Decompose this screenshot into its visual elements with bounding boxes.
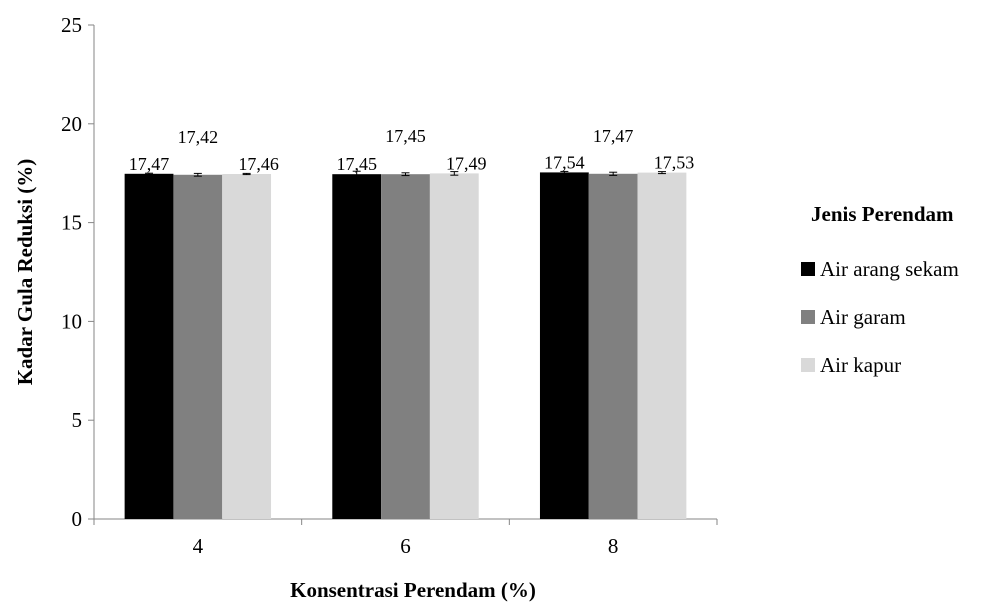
bar [381, 174, 430, 520]
legend-swatch [801, 358, 815, 372]
x-tick-label: 8 [608, 534, 619, 558]
y-tick-label: 5 [72, 408, 83, 432]
x-tick-label: 6 [400, 534, 411, 558]
data-label: 17,47 [593, 126, 634, 146]
y-tick-label: 15 [61, 211, 82, 235]
data-label: 17,47 [129, 154, 170, 174]
error-bar [450, 171, 459, 176]
legend-title: Jenis Perendam [811, 202, 954, 226]
error-bar [242, 172, 251, 176]
bar [429, 173, 479, 520]
error-bar [401, 172, 410, 177]
data-label: 17,42 [178, 127, 219, 147]
legend-item: Air arang sekam [801, 257, 959, 281]
legend-label: Air garam [820, 305, 906, 329]
x-axis-title: Konsentrasi Perendam (%) [290, 578, 536, 602]
data-label: 17,54 [544, 152, 585, 172]
y-tick-label: 10 [61, 309, 82, 333]
error-bar [609, 171, 618, 176]
legend-label: Air arang sekam [820, 257, 959, 281]
data-label: 17,49 [446, 153, 487, 173]
bar [222, 173, 272, 519]
bar [588, 173, 638, 520]
legend: Jenis Perendam Air arang sekam Air garam A… [801, 202, 959, 377]
legend-label: Air kapur [820, 353, 901, 377]
y-axis: 0 5 10 15 20 25 [61, 13, 95, 531]
bar [173, 174, 223, 519]
legend-swatch [801, 310, 815, 324]
y-axis-title: Kadar Gula Reduksi (%) [13, 159, 37, 386]
legend-swatch [801, 262, 815, 276]
error-bar [657, 171, 666, 175]
error-bar [560, 170, 569, 174]
legend-item: Air garam [801, 305, 906, 329]
y-tick-label: 25 [61, 13, 82, 37]
bar [332, 174, 382, 520]
data-label: 17,45 [336, 154, 377, 174]
x-tick-label: 4 [193, 534, 204, 558]
bars [124, 170, 687, 520]
y-tick-label: 0 [72, 507, 83, 531]
data-label: 17,45 [385, 126, 426, 146]
error-bar [352, 170, 361, 178]
x-axis: 4 6 8 [93, 518, 718, 558]
legend-item: Air kapur [801, 353, 901, 377]
error-bar [145, 172, 154, 175]
y-tick-label: 20 [61, 112, 82, 136]
data-label: 17,46 [238, 154, 279, 174]
data-label: 17,53 [654, 153, 695, 173]
error-bar [193, 172, 202, 177]
bar [539, 172, 589, 519]
data-labels: 17,47 17,45 17,54 17,42 17,45 17,47 17,46 17,49… [129, 126, 694, 174]
bar [124, 173, 174, 520]
bar [637, 172, 687, 520]
